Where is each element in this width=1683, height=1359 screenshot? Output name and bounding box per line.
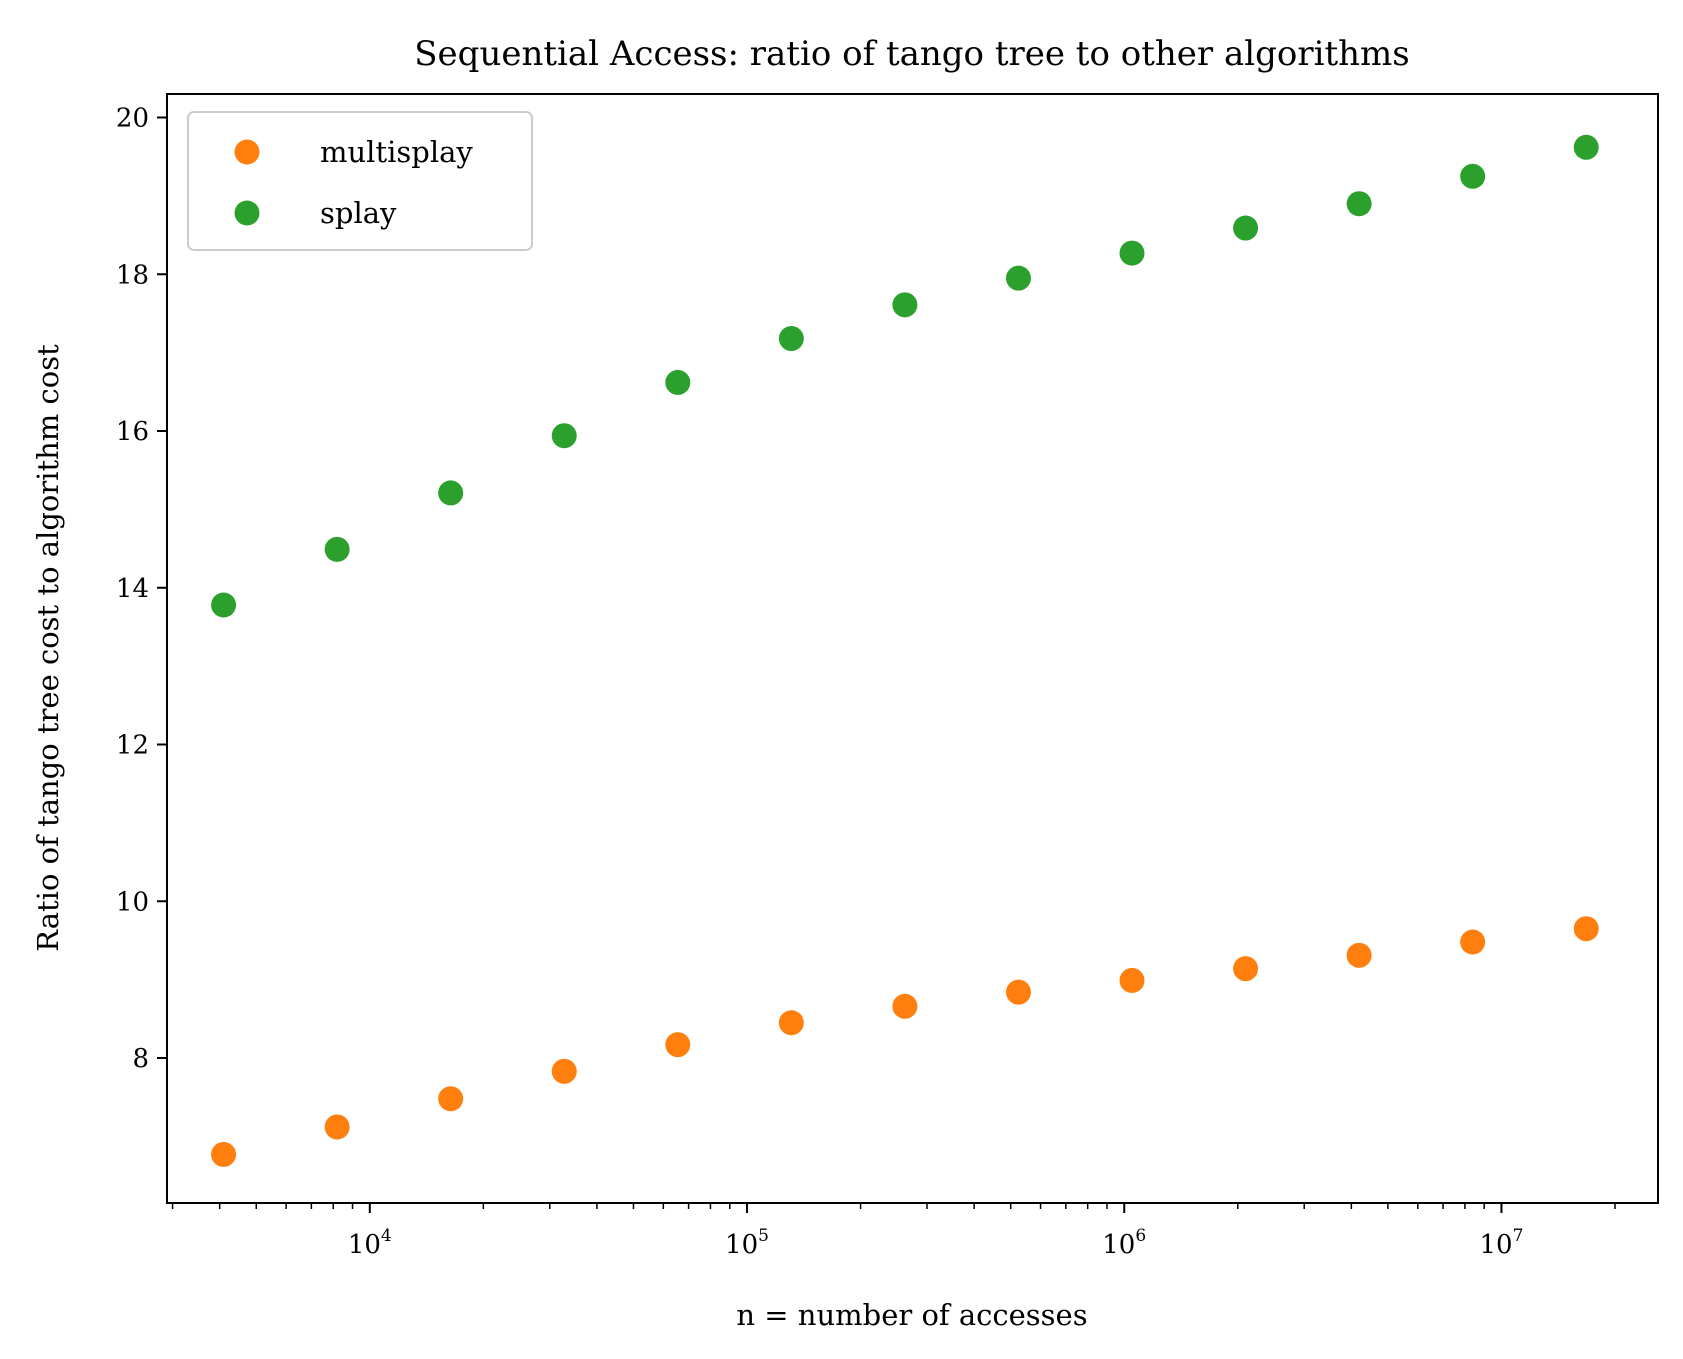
legend-marker-multisplay [234,139,260,165]
x-tick-label: 106 [1102,1226,1146,1260]
chart-title: Sequential Access: ratio of tango tree t… [414,34,1409,74]
y-tick-label: 12 [116,731,149,761]
y-axis: 8 10 12 14 16 18 20 [116,104,167,1074]
point-splay [665,369,691,395]
plot-frame [166,93,1659,1204]
point-multisplay [1005,979,1031,1005]
y-axis-label: Ratio of tango tree cost to algorithm co… [31,344,65,952]
y-tick-label: 10 [116,887,149,917]
y-tick-label: 20 [116,104,149,134]
point-multisplay [324,1114,350,1140]
legend-marker-splay [234,200,260,226]
point-multisplay [1573,916,1599,942]
point-multisplay [551,1058,577,1084]
x-tick-label: 105 [725,1226,769,1260]
point-multisplay [438,1086,464,1112]
point-splay [778,326,804,352]
point-multisplay [778,1010,804,1036]
x-tick-label: 107 [1480,1226,1524,1260]
point-splay [1233,215,1259,241]
point-multisplay [892,993,918,1019]
point-multisplay [1119,967,1145,993]
legend-box [187,111,533,251]
legend-label-splay: splay [320,196,397,230]
legend-label-multisplay: multisplay [320,135,473,169]
point-splay [324,536,350,562]
y-tick-label: 16 [116,417,149,447]
y-tick-label: 18 [116,260,149,290]
point-splay [551,423,577,449]
legend: multisplay splay [187,111,533,251]
point-multisplay [1460,929,1486,955]
y-tick-label: 8 [132,1044,149,1074]
point-splay [438,480,464,506]
point-splay [211,592,237,618]
point-splay [892,292,918,318]
point-splay [1119,240,1145,266]
point-multisplay [665,1032,691,1058]
y-tick-label: 14 [116,574,149,604]
data-points [211,134,1599,1167]
point-multisplay [1346,942,1372,968]
x-axis: 104 105 106 107 [171,1203,1616,1260]
x-axis-label: n = number of accesses [736,1298,1087,1332]
point-multisplay [211,1141,237,1167]
point-multisplay [1233,956,1259,982]
x-tick-label: 104 [348,1226,392,1260]
point-splay [1573,134,1599,160]
point-splay [1005,265,1031,291]
point-splay [1346,191,1372,217]
point-splay [1460,163,1486,189]
